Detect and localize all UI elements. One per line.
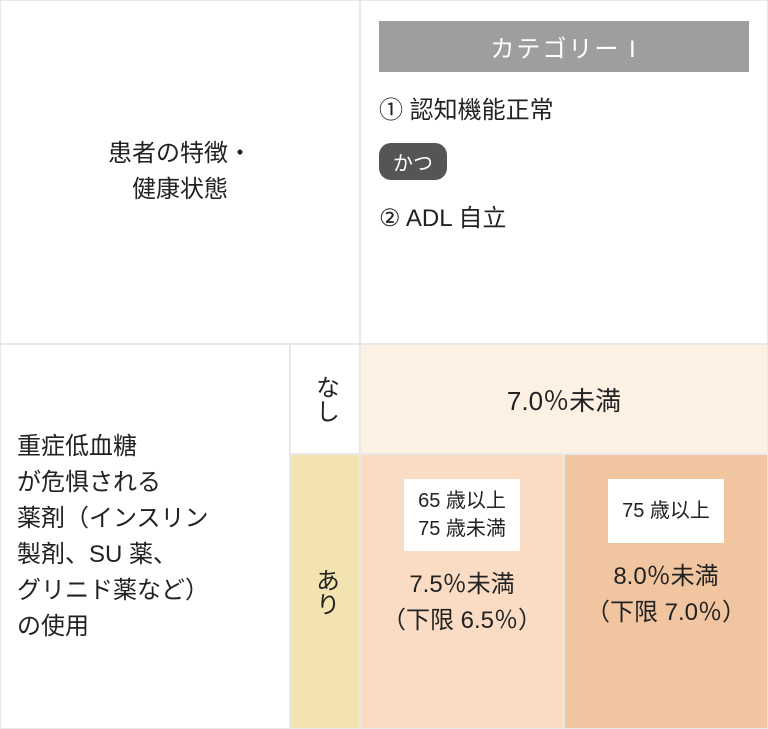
target1-line2: （下限 6.5％） (382, 607, 542, 634)
ari-value-cell-2: 75 歳以上 8.0％未満 （下限 7.0％） (564, 454, 768, 729)
age-box-65-75: 65 歳以上 75 歳未満 (404, 479, 520, 551)
age1-line2: 75 歳未満 (418, 518, 506, 540)
age2: 75 歳以上 (622, 500, 710, 522)
hba1c-target-table: 患者の特徴・ 健康状態 カテゴリー I ① 認知機能正常 かつ ② ADL 自立… (0, 0, 768, 729)
nashi-value-cell: 7.0％未満 (360, 344, 768, 454)
row-header-patient: 患者の特徴・ 健康状態 (0, 0, 360, 344)
drug-label-4: 製剤、SU 薬、 (17, 541, 177, 568)
age1-line1: 65 歳以上 (418, 490, 506, 512)
nashi-label-cell: なし (290, 344, 360, 454)
row-header-drug-use: 重症低血糖 が危惧される 薬剤（インスリン 製剤、SU 薬、 グリニド薬など） … (0, 344, 290, 729)
criteria-2: ② ADL 自立 (379, 198, 749, 233)
and-pill: かつ (379, 143, 447, 180)
target-1: 7.5％未満 （下限 6.5％） (361, 567, 563, 639)
ari-label-cell: あり (290, 454, 360, 729)
patient-label-line2: 健康状態 (132, 176, 228, 203)
target2-line1: 8.0％未満 (613, 563, 718, 590)
target2-line2: （下限 7.0％） (586, 599, 746, 626)
drug-label-5: グリニド薬など） (17, 577, 209, 604)
ari-label: あり (308, 568, 343, 616)
age-box-75: 75 歳以上 (608, 479, 724, 543)
patient-label-line1: 患者の特徴・ (108, 140, 252, 167)
nashi-target: 7.0％未満 (507, 381, 621, 418)
target1-line1: 7.5％未満 (409, 571, 514, 598)
drug-label-6: の使用 (17, 613, 89, 640)
category-banner: カテゴリー I (379, 21, 749, 72)
drug-label-1: 重症低血糖 (17, 433, 137, 460)
nashi-label: なし (308, 375, 343, 423)
drug-label-2: が危惧される (17, 469, 161, 496)
category-1-cell: カテゴリー I ① 認知機能正常 かつ ② ADL 自立 (360, 0, 768, 344)
drug-label-3: 薬剤（インスリン (17, 505, 209, 532)
target-2: 8.0％未満 （下限 7.0％） (565, 559, 767, 631)
criteria-1: ① 認知機能正常 (379, 90, 749, 125)
ari-value-cell-1: 65 歳以上 75 歳未満 7.5％未満 （下限 6.5％） (360, 454, 564, 729)
